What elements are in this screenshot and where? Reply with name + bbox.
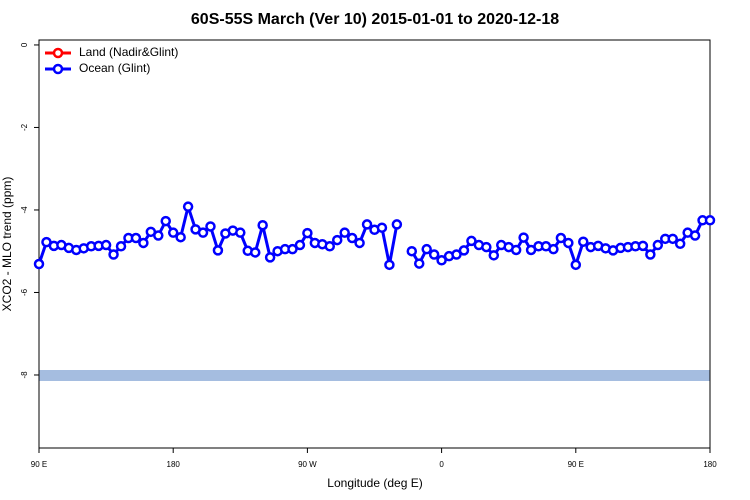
x-tick-label: 180 (703, 460, 717, 469)
data-point (160, 215, 171, 227)
data-point (264, 252, 276, 263)
data-point (346, 232, 358, 244)
data-point (287, 243, 298, 255)
data-point (257, 219, 268, 231)
data-point (212, 245, 224, 256)
data-point (637, 240, 649, 252)
data-point (570, 259, 582, 271)
x-tick-label: 90 W (298, 460, 317, 469)
data-point (451, 249, 462, 260)
data-point (361, 219, 373, 230)
data-point (130, 232, 142, 244)
data-point (436, 255, 447, 266)
data-point (138, 237, 149, 249)
data-point (518, 232, 529, 243)
data-point (235, 227, 246, 238)
y-tick-label: -8 (20, 371, 29, 379)
data-point (578, 236, 589, 247)
data-point (182, 201, 194, 212)
data-point (205, 221, 216, 232)
y-axis-label: XCO2 - MLO trend (ppm) (0, 177, 14, 312)
x-tick-label: 90 E (568, 460, 584, 469)
y-tick-label: -6 (20, 288, 29, 296)
data-point (555, 232, 567, 244)
x-axis-label: Longitude (deg E) (327, 476, 422, 490)
data-point (153, 230, 164, 241)
data-point (339, 227, 350, 238)
data-point (563, 237, 574, 249)
y-tick-label: -4 (20, 206, 29, 214)
x-tick-label: 180 (167, 460, 181, 469)
plot-frame (38, 39, 711, 449)
data-point (548, 243, 559, 255)
data-point (645, 249, 656, 260)
data-point (428, 249, 440, 260)
data-point (466, 235, 477, 247)
data-point (197, 227, 209, 238)
data-point (488, 250, 500, 261)
legend-marker (52, 47, 64, 59)
data-point (249, 247, 261, 258)
legend-label: Ocean (Glint) (79, 61, 150, 75)
data-point (175, 231, 186, 243)
data-point (33, 258, 45, 270)
data-point (674, 238, 686, 250)
reference-band (39, 370, 710, 381)
y-tick-label: -2 (20, 123, 29, 131)
data-point (354, 237, 365, 249)
legend-marker (52, 63, 64, 75)
data-point (100, 239, 112, 251)
data-point (324, 241, 336, 252)
data-point (667, 233, 678, 245)
data-point (376, 222, 388, 233)
data-point (481, 241, 492, 253)
data-point (406, 245, 418, 257)
data-point (108, 249, 119, 260)
data-point (384, 259, 395, 271)
x-tick-label: 90 E (31, 460, 47, 469)
data-point (331, 234, 343, 246)
data-point (510, 244, 522, 256)
chart-title: 60S-55S March (Ver 10) 2015-01-01 to 202… (191, 11, 559, 28)
y-tick-label: 0 (20, 42, 29, 47)
data-point (115, 241, 127, 252)
data-point (652, 239, 664, 251)
data-point (704, 215, 716, 226)
x-tick-label: 0 (439, 460, 444, 469)
data-point (302, 227, 313, 239)
data-point (294, 239, 306, 251)
data-point (421, 243, 432, 255)
data-point (391, 219, 403, 230)
legend-label: Land (Nadir&Glint) (79, 45, 178, 59)
data-point (458, 245, 470, 256)
data-point (413, 258, 425, 269)
data-point (689, 230, 701, 241)
data-point (167, 227, 179, 238)
